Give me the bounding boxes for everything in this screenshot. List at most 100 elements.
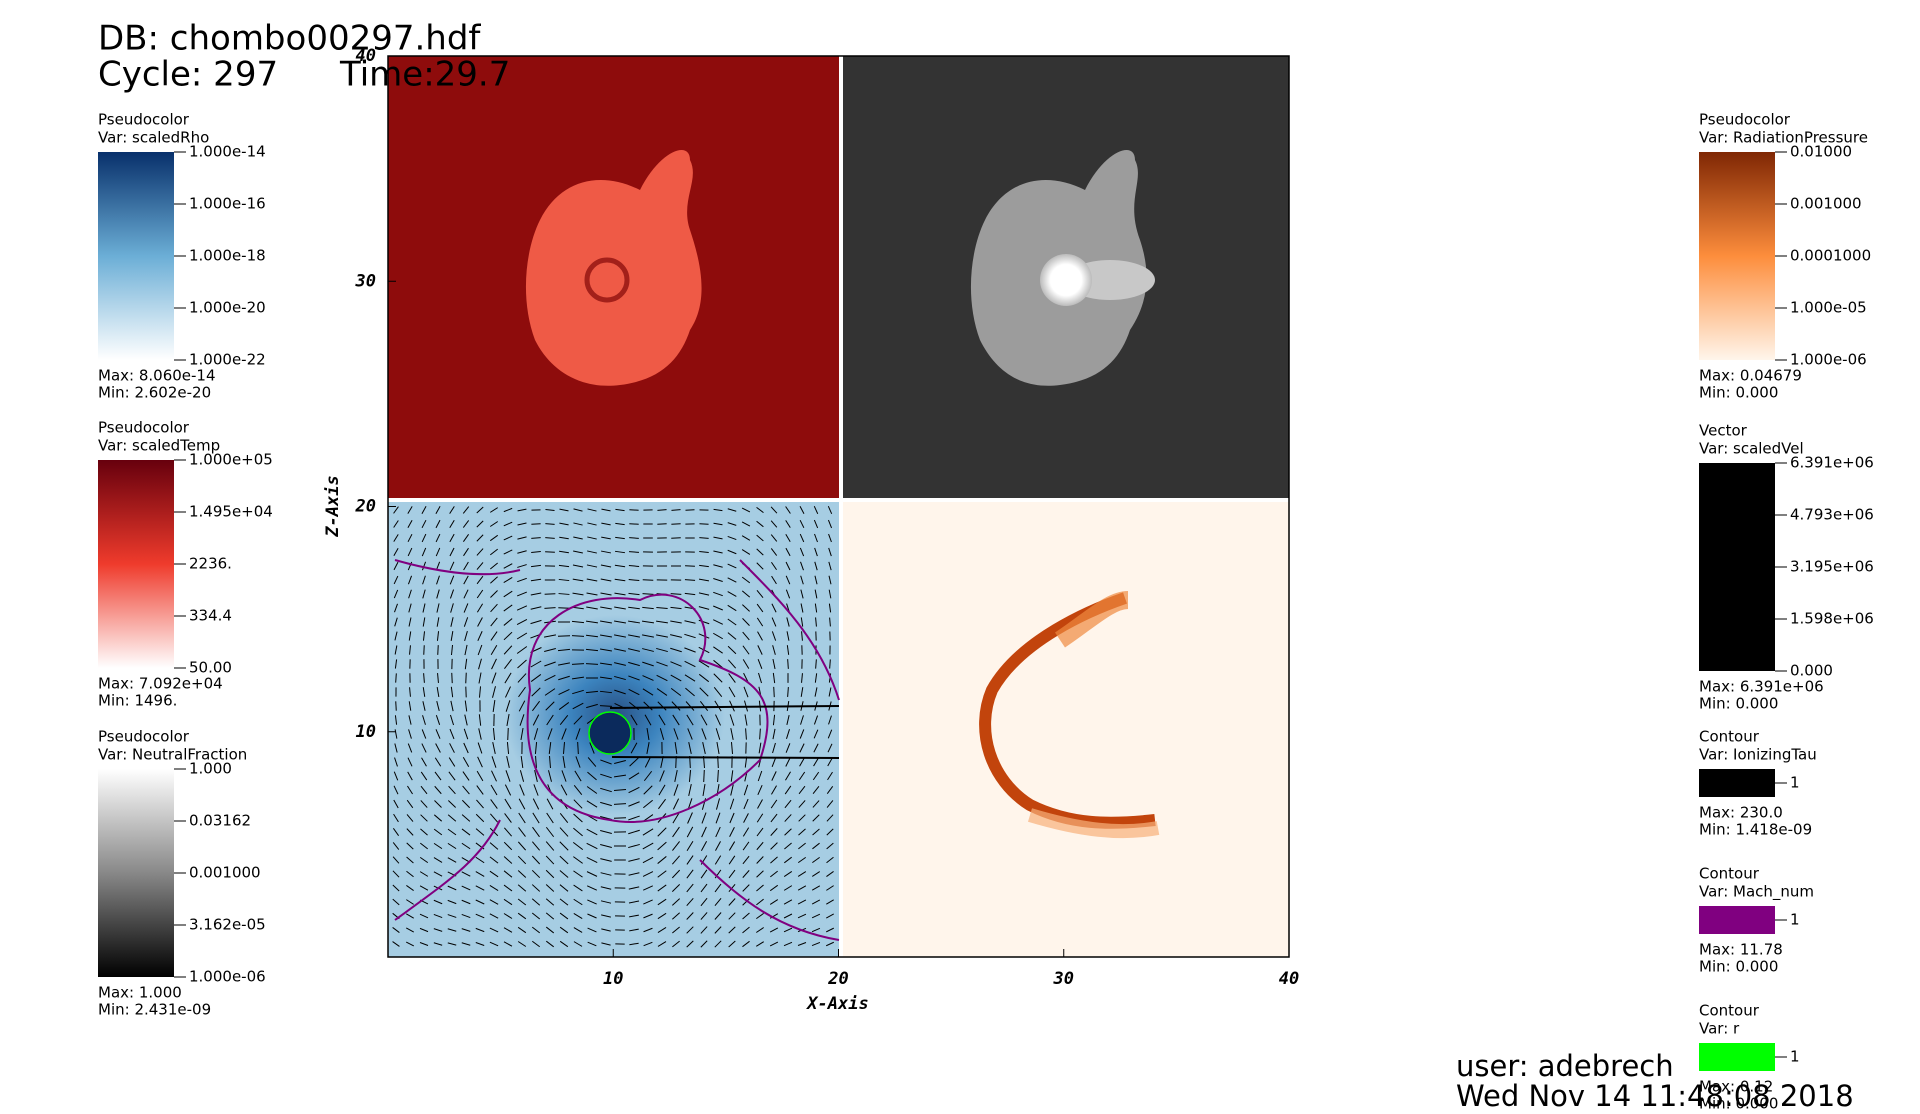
vector-arrow xyxy=(421,729,427,739)
legend-max: Max: 6.391e+06 xyxy=(1699,678,1824,696)
vector-arrow xyxy=(586,786,598,794)
vector-arrow xyxy=(700,912,708,920)
vector-arrow xyxy=(757,770,763,782)
vector-arrow xyxy=(728,912,736,920)
vector-arrow xyxy=(489,856,499,864)
vector-arrow xyxy=(394,645,398,655)
vector-arrow xyxy=(685,687,695,697)
vector-arrow xyxy=(546,812,554,824)
vector-arrow xyxy=(614,648,626,652)
vector-arrow xyxy=(713,564,723,568)
vector-arrow xyxy=(545,523,555,525)
vector-arrow xyxy=(461,814,471,822)
vector-arrow xyxy=(600,801,612,807)
vector-arrow xyxy=(520,755,524,769)
vector-arrow xyxy=(769,941,779,947)
vector-arrow xyxy=(449,714,455,726)
vector-arrow xyxy=(728,673,736,683)
vector-arrow xyxy=(585,663,599,665)
vector-arrow xyxy=(533,728,539,740)
vector-arrow xyxy=(769,927,779,933)
legend-colorbar xyxy=(1699,1043,1775,1071)
vector-arrow xyxy=(517,926,527,934)
vector-arrow xyxy=(613,803,627,805)
vector-arrow xyxy=(447,814,457,822)
vector-arrow xyxy=(586,885,598,891)
vector-arrow xyxy=(628,801,640,807)
vector-arrow xyxy=(545,912,555,920)
vector-arrow xyxy=(828,547,832,557)
legend-tick-label: 1.000e-06 xyxy=(1790,351,1867,369)
vector-arrow xyxy=(587,536,597,540)
legend-plot-type: Pseudocolor xyxy=(98,111,190,129)
vector-arrow xyxy=(672,940,680,948)
vector-arrow xyxy=(489,534,499,542)
vector-arrow xyxy=(600,900,612,904)
vector-arrow xyxy=(756,841,764,851)
y-tick-label: 20 xyxy=(355,497,376,517)
vector-arrow xyxy=(585,648,599,652)
vector-arrow xyxy=(408,589,412,599)
vector-arrow xyxy=(629,523,639,525)
vector-arrow xyxy=(408,603,412,613)
vector-arrow xyxy=(713,578,723,582)
vector-arrow xyxy=(421,506,427,514)
vector-arrow xyxy=(713,646,723,654)
vector-arrow xyxy=(826,814,834,822)
vector-arrow xyxy=(422,603,426,613)
vector-arrow xyxy=(756,603,764,613)
vector-arrow xyxy=(421,533,427,543)
vector-arrow xyxy=(559,926,569,934)
vector-arrow xyxy=(435,561,441,571)
vector-arrow xyxy=(557,648,571,652)
vector-arrow xyxy=(730,742,734,754)
vector-arrow xyxy=(656,634,668,638)
vector-arrow xyxy=(643,701,653,711)
vector-arrow xyxy=(407,785,413,795)
vector-arrow xyxy=(503,827,513,837)
vector-arrow xyxy=(756,927,764,933)
vector-arrow xyxy=(700,940,708,948)
vector-arrow xyxy=(614,675,626,681)
vector-arrow xyxy=(756,912,764,920)
vector-arrow xyxy=(436,603,440,613)
x-tick-label: 10 xyxy=(603,969,623,989)
vector-arrow xyxy=(489,899,499,905)
vector-arrow xyxy=(503,927,513,933)
vector-arrow xyxy=(643,941,653,947)
vector-arrow xyxy=(408,617,412,627)
vector-arrow xyxy=(407,757,413,767)
vector-arrow xyxy=(559,870,569,878)
vector-arrow xyxy=(419,942,429,946)
vector-arrow xyxy=(489,507,499,513)
vector-arrow xyxy=(505,686,511,698)
vector-arrow xyxy=(392,941,400,947)
vector-arrow xyxy=(419,856,429,864)
vector-arrow xyxy=(786,617,790,627)
vector-arrow xyxy=(699,687,709,697)
vector-arrow xyxy=(713,522,723,526)
legend-tick-label: 1.000e-18 xyxy=(189,247,266,265)
vector-arrow xyxy=(585,690,599,694)
vector-arrow xyxy=(742,870,750,878)
vector-arrow xyxy=(629,757,639,767)
vector-arrow xyxy=(701,728,707,740)
vector-arrow xyxy=(435,547,441,557)
vector-arrow xyxy=(785,575,791,585)
vector-arrow xyxy=(814,673,818,683)
vector-arrow xyxy=(490,590,498,598)
vector-arrow xyxy=(505,770,511,782)
vector-arrow xyxy=(447,800,457,808)
vector-arrow xyxy=(671,701,681,711)
vector-arrow xyxy=(503,618,513,626)
legend-colorbar xyxy=(98,152,174,360)
vector-arrow xyxy=(461,799,471,809)
vector-arrow xyxy=(533,784,539,796)
vector-arrow xyxy=(419,927,429,933)
vector-arrow xyxy=(729,827,735,837)
legend-plot-type: Pseudocolor xyxy=(98,419,190,437)
vector-arrow xyxy=(672,926,680,934)
vector-arrow xyxy=(571,620,585,624)
vector-arrow xyxy=(478,686,482,698)
vector-arrow xyxy=(770,856,778,864)
